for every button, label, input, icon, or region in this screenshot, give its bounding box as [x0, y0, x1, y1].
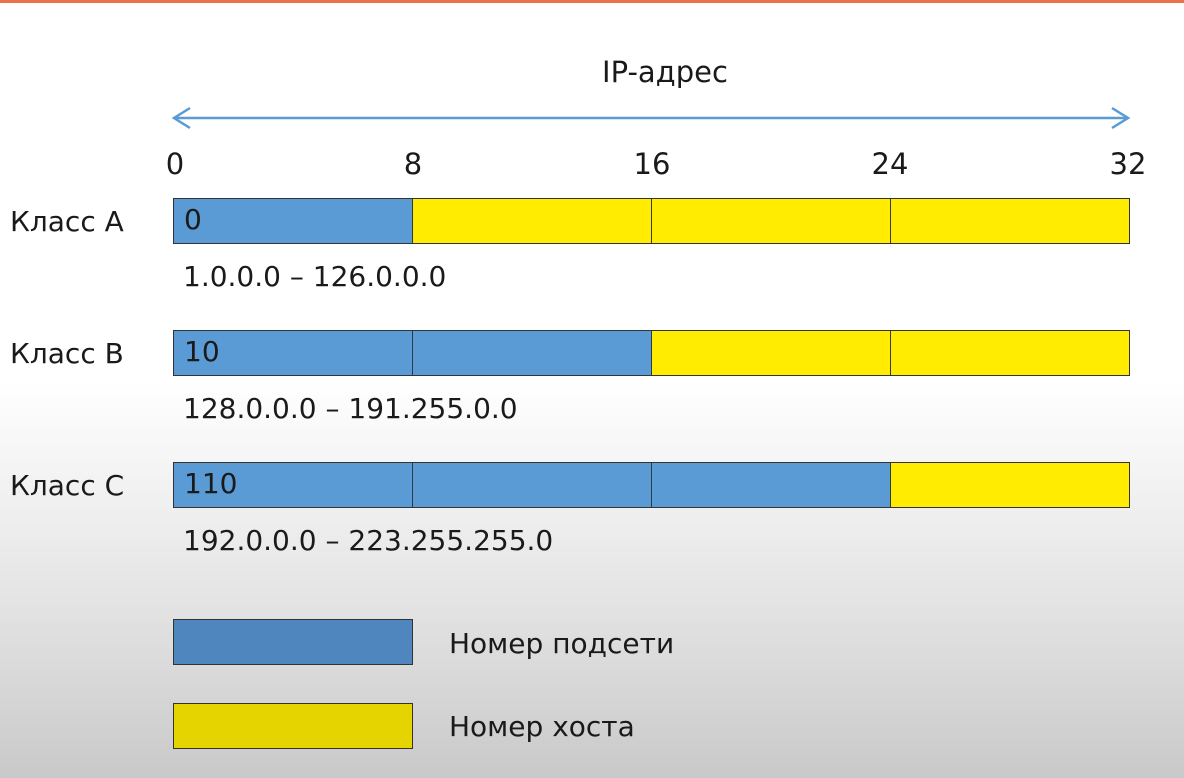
class-b-bar: 10 [173, 330, 1130, 376]
octet-4 [891, 199, 1129, 243]
octet-2 [413, 463, 652, 507]
class-c-bar: 110 [173, 462, 1130, 508]
class-a-label: Класс A [10, 205, 124, 238]
class-b-prefix: 10 [184, 335, 220, 368]
diagram-title: IP-адрес [602, 55, 728, 89]
octet-1: 110 [174, 463, 413, 507]
octet-3 [652, 199, 891, 243]
legend-host-swatch [173, 703, 413, 749]
octet-4 [891, 331, 1129, 375]
class-c-range: 192.0.0.0 – 223.255.255.0 [183, 524, 554, 557]
class-c-label: Класс C [10, 469, 125, 502]
octet-2 [413, 331, 652, 375]
octet-4 [891, 463, 1129, 507]
double-arrow-icon [171, 106, 1131, 130]
octet-1: 0 [174, 199, 413, 243]
octet-2 [413, 199, 652, 243]
octet-1: 10 [174, 331, 413, 375]
legend-network-swatch [173, 619, 413, 665]
class-a-range: 1.0.0.0 – 126.0.0.0 [183, 260, 447, 293]
class-a-bar: 0 [173, 198, 1130, 244]
legend-host-label: Номер хоста [449, 710, 635, 743]
bit-tick-0: 0 [165, 147, 185, 181]
class-a-prefix: 0 [184, 203, 202, 236]
octet-3 [652, 331, 891, 375]
legend-network-label: Номер подсети [449, 627, 675, 660]
octet-3 [652, 463, 891, 507]
top-accent-rule [0, 0, 1184, 3]
bit-tick-16: 16 [633, 147, 671, 181]
class-b-range: 128.0.0.0 – 191.255.0.0 [183, 392, 518, 425]
bit-tick-24: 24 [871, 147, 909, 181]
class-b-label: Класс B [10, 337, 124, 370]
class-c-prefix: 110 [184, 467, 238, 500]
bit-tick-8: 8 [403, 147, 423, 181]
bit-tick-32: 32 [1109, 147, 1147, 181]
